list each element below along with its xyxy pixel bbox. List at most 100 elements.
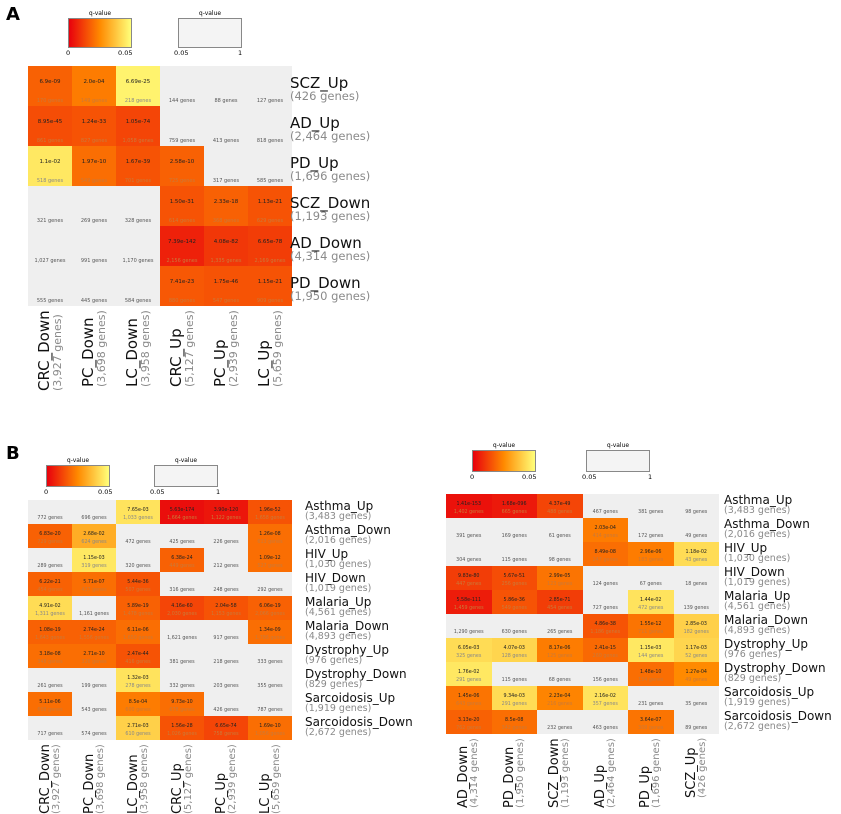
row-label-genes: (1,030 genes) bbox=[724, 553, 791, 564]
heatmap-cell: 2.68e-02 624 genes bbox=[72, 524, 116, 548]
row-label: Dystrophy_Up (976 genes) bbox=[305, 644, 389, 666]
row-label: Sarcoidosis_Down (2,672 genes) bbox=[724, 710, 832, 732]
heatmap-cell: 6.06e-19 2,066 genes bbox=[248, 596, 292, 620]
row-label-name: Asthma_Down bbox=[724, 517, 810, 531]
heatmap-cell: 2.16e-02 357 genes bbox=[582, 686, 628, 710]
cell-gene-count: 437 genes bbox=[81, 588, 107, 594]
cell-gene-count: 463 genes bbox=[592, 726, 618, 732]
heatmap-cell: 35 genes bbox=[674, 686, 720, 710]
column-label-genes: (426 genes) bbox=[696, 737, 708, 798]
cell-gene-count: 2,066 genes bbox=[255, 612, 285, 618]
row-label: HIV_Up (1,030 genes) bbox=[305, 548, 371, 570]
cell-gene-count: 701 genes bbox=[124, 178, 152, 184]
row-label-genes: (4,893 genes) bbox=[724, 625, 791, 636]
row-label-genes: (426 genes) bbox=[290, 89, 360, 103]
cell-gene-count: 357 genes bbox=[592, 702, 618, 708]
cell-gene-count: 278 genes bbox=[125, 684, 151, 690]
cell-qvalue: 2.58e-10 bbox=[169, 158, 195, 165]
cell-gene-count: 507 genes bbox=[125, 588, 151, 594]
column-label-name: CRC_Down bbox=[35, 310, 53, 391]
heatmap-cell: 269 genes bbox=[72, 186, 116, 226]
cell-qvalue: 8.49e-08 bbox=[594, 549, 616, 555]
cell-gene-count: 2,169 genes bbox=[254, 258, 286, 264]
heatmap-cell: 261 genes bbox=[28, 668, 72, 692]
cell-gene-count: 1,786 genes bbox=[255, 636, 285, 642]
cell-gene-count: 144 genes bbox=[168, 98, 196, 104]
cell-gene-count: 368 genes bbox=[212, 218, 240, 224]
cell-gene-count: 319 genes bbox=[81, 564, 107, 570]
heatmap-cell: 467 genes bbox=[583, 494, 629, 518]
cell-gene-count: 342 genes bbox=[501, 726, 527, 732]
heatmap-cell: 1,290 genes bbox=[446, 614, 492, 638]
heatmap-cell: 8.17e-06 125 genes bbox=[537, 638, 583, 662]
column-label-genes: (3,927 genes) bbox=[50, 744, 62, 814]
cell-gene-count: 333 genes bbox=[257, 660, 283, 666]
cell-gene-count: 1,290 genes bbox=[453, 630, 484, 636]
column-label: LC_Down (3,958 genes) bbox=[123, 310, 152, 387]
cell-gene-count: 1,033 genes bbox=[123, 516, 153, 522]
legend-grey bbox=[154, 465, 218, 487]
cell-gene-count: 1,650 genes bbox=[123, 636, 153, 642]
cell-qvalue: 1.55e-12 bbox=[640, 621, 662, 627]
legend-tick-min: 0 bbox=[66, 49, 71, 57]
cell-gene-count: 454 genes bbox=[547, 606, 573, 612]
column-label-genes: (1,696 genes) bbox=[651, 738, 663, 808]
heatmap-cell: 289 genes bbox=[28, 548, 72, 572]
cell-gene-count: 231 genes bbox=[638, 702, 664, 708]
cell-gene-count: 182 genes bbox=[683, 630, 709, 636]
cell-gene-count: 614 genes bbox=[168, 218, 196, 224]
cell-qvalue: 1.68e-096 bbox=[501, 501, 527, 507]
panel-b-letter: B bbox=[6, 443, 20, 464]
legend-gradient bbox=[472, 450, 536, 472]
cell-gene-count: 156 genes bbox=[592, 678, 618, 684]
cell-qvalue: 1.15e-03 bbox=[83, 555, 105, 561]
cell-gene-count: 170 genes bbox=[36, 98, 64, 104]
cell-gene-count: 414 genes bbox=[592, 534, 618, 540]
cell-gene-count: 226 genes bbox=[213, 540, 239, 546]
column-label-genes: (2,464 genes) bbox=[605, 738, 617, 808]
cell-gene-count: 2,030 genes bbox=[167, 612, 197, 618]
cell-qvalue: 7.39e-142 bbox=[167, 238, 197, 245]
heatmap-cell: 2.41e-15 260 genes bbox=[582, 638, 628, 662]
heatmap-cell: 115 genes bbox=[492, 542, 538, 566]
heatmap-cell: 1.96e-52 1,658 genes bbox=[248, 500, 292, 524]
row-label-name: Sarcoidosis_Down bbox=[305, 715, 413, 729]
cell-gene-count: 425 genes bbox=[169, 540, 195, 546]
row-label-name: Malaria_Up bbox=[724, 589, 791, 603]
row-label-name: Sarcoidosis_Up bbox=[305, 691, 396, 705]
cell-qvalue: 1.75e-46 bbox=[213, 278, 239, 285]
cell-gene-count: 304 genes bbox=[456, 558, 482, 564]
column-label-name: LC_Down bbox=[125, 754, 141, 814]
column-label: PC_Up (2,939 genes) bbox=[211, 310, 240, 387]
cell-qvalue: 5.44e-36 bbox=[127, 579, 149, 585]
heatmap-cell: 1.48e-10 154 genes bbox=[628, 662, 674, 686]
cell-gene-count: 139 genes bbox=[683, 606, 709, 612]
heatmap-cell: 124 genes bbox=[583, 566, 629, 590]
heatmap-cell: 2.23e-04 216 genes bbox=[537, 686, 583, 710]
cell-qvalue: 1.08e-19 bbox=[39, 627, 61, 633]
cell-qvalue: 1.48e-10 bbox=[640, 669, 662, 675]
cell-gene-count: 291 genes bbox=[501, 702, 527, 708]
cell-gene-count: 348 genes bbox=[37, 660, 63, 666]
cell-gene-count: 326 genes bbox=[81, 660, 107, 666]
row-label-name: AD_Down bbox=[290, 234, 362, 252]
cell-gene-count: 381 genes bbox=[638, 510, 664, 516]
cell-gene-count: 725 genes bbox=[168, 178, 196, 184]
cell-qvalue: 1.26e-08 bbox=[259, 531, 281, 537]
heatmap-cell: 555 genes bbox=[28, 266, 72, 306]
heatmap-cell: 1.55e-12 711 genes bbox=[628, 614, 674, 638]
cell-qvalue: 4.08e-82 bbox=[213, 238, 239, 245]
row-label-genes: (976 genes) bbox=[305, 655, 363, 666]
cell-gene-count: 549 genes bbox=[501, 606, 527, 612]
column-label-name: AD_Up bbox=[592, 764, 608, 808]
legend-tick-min: 0.05 bbox=[150, 488, 165, 496]
heatmap-cell: 8.5e-04 600 genes bbox=[116, 692, 160, 716]
column-label: PC_Up (2,939 genes) bbox=[214, 744, 238, 814]
column-label: AD_Up (2,464 genes) bbox=[592, 738, 617, 808]
row-label-genes: (4,893 genes) bbox=[305, 631, 372, 642]
legend-tick-max: 0.05 bbox=[98, 488, 113, 496]
row-label: PD_Up (1,696 genes) bbox=[290, 156, 370, 183]
column-label: PC_Down (3,698 genes) bbox=[79, 310, 108, 387]
heatmap-cell: 156 genes bbox=[583, 662, 629, 686]
heatmap-cell: 1.44e-02 472 genes bbox=[628, 590, 674, 614]
